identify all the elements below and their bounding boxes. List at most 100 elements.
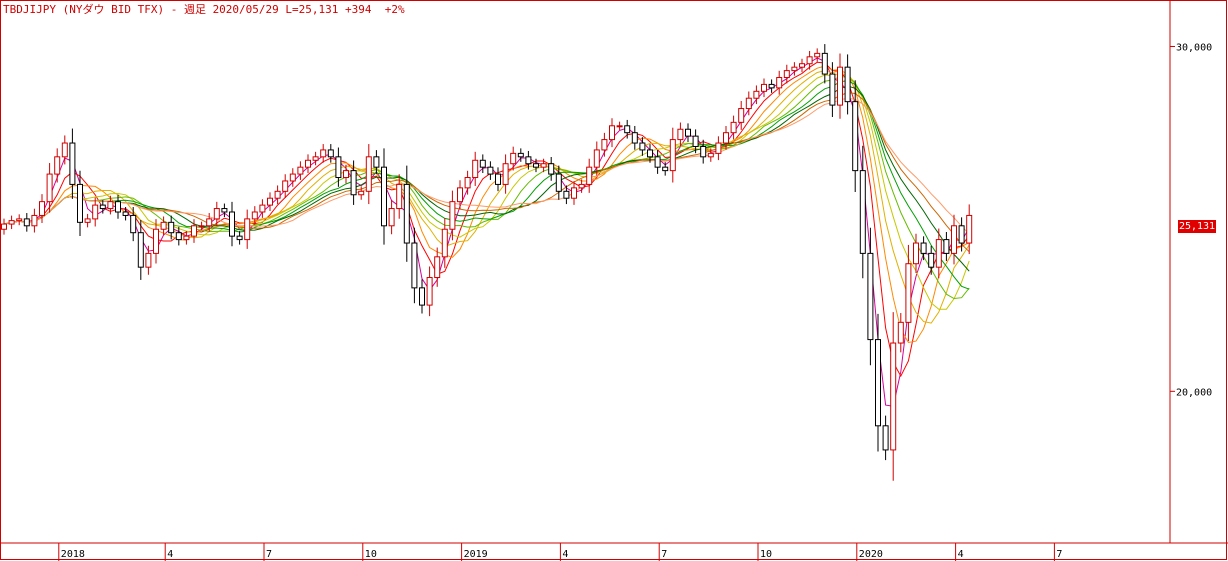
ma-line [3,65,970,344]
candle-body [723,132,729,144]
candle-body [365,156,372,192]
candle-body [335,156,342,179]
candle-body [510,152,517,165]
candle-body [935,239,942,268]
candle-body [396,183,403,210]
candle-body [821,52,828,75]
candle-body [867,252,874,341]
candle-body [844,66,851,103]
time-tick-label: 2019 [464,549,488,560]
candle-body [951,225,957,254]
candle-body [206,218,213,227]
candle-body [783,70,790,79]
candle-body [31,214,38,227]
candle-body [920,242,927,254]
candle-body [23,218,30,227]
candle-body [244,218,251,241]
candle-body [829,73,836,106]
candle-body [289,173,296,182]
candle-body [479,159,486,168]
candle-body [662,166,669,172]
candle-body [122,211,129,216]
candle-body [677,128,684,141]
candle-body [943,239,950,254]
candle-body [274,190,281,199]
time-tick-label: 2020 [859,549,883,560]
price-tick-label: 20,000 [1176,387,1212,398]
candle-body [928,252,935,268]
candle-body [419,287,425,306]
candle-body [343,170,349,179]
candle-body [426,277,433,306]
time-tick-label: 4 [958,549,964,560]
candle-body [434,256,441,279]
candle-body [267,197,273,206]
candle-body [745,97,752,110]
price-tick-label: 30,000 [1176,42,1212,53]
ma-line [3,79,970,290]
ma-line [3,76,970,300]
candle-body [555,173,562,192]
candle-body [259,204,266,213]
candle-body [654,156,661,168]
candle-body [183,235,190,241]
time-tick-label: 4 [167,549,173,560]
candle-body [84,218,91,223]
candle-body [753,90,760,99]
candle-body [624,125,631,134]
candle-body [251,211,258,220]
candle-body [320,149,327,158]
candle-body [99,204,106,210]
candle-body [198,225,205,228]
candle-body [403,183,410,244]
candle-body [381,166,387,227]
last-price-label: 25,131 [1178,220,1216,233]
candle-body [350,170,357,196]
candle-body [563,190,570,199]
candle-body [305,159,311,168]
candle-body [168,221,175,234]
candle-body [39,201,45,216]
candle-body [540,163,547,168]
candle-body [358,190,365,196]
candle-body [609,125,615,141]
candle-body [601,139,608,151]
candle-body [130,214,137,234]
candle-body [175,232,182,241]
candle-body [1,223,7,230]
candle-body [229,211,235,237]
candle-body [213,208,220,220]
candle-body [388,208,395,227]
candle-body [54,156,61,175]
candle-body [806,56,813,65]
candle-body [517,152,524,158]
candle-body [115,201,121,213]
time-axis: 2018 4 7 10 2019 4 7 10 2020 4 7 [58,543,1062,561]
candle-body [297,166,304,175]
candle-body [631,132,638,144]
candle-body [411,242,418,289]
candle-body [137,232,144,268]
time-tick-label: 7 [661,549,667,560]
price-axis: 30,000 20,000 [1170,42,1212,398]
time-tick-label: 7 [266,549,272,560]
candle-body [464,177,471,189]
candle-body [472,159,479,179]
candle-body [966,214,973,244]
candle-body [327,149,334,158]
candle-body [145,252,152,268]
candle-body [92,204,99,220]
candle-body [533,163,539,168]
candle-body [958,225,965,244]
candles [1,44,973,481]
candle-body [153,228,159,254]
candle-body [69,142,76,185]
candle-body [882,425,889,451]
candle-body [373,156,380,168]
ma-line [3,61,970,378]
candle-body [282,180,289,192]
candle-body [761,83,767,92]
candle-body [8,220,15,225]
